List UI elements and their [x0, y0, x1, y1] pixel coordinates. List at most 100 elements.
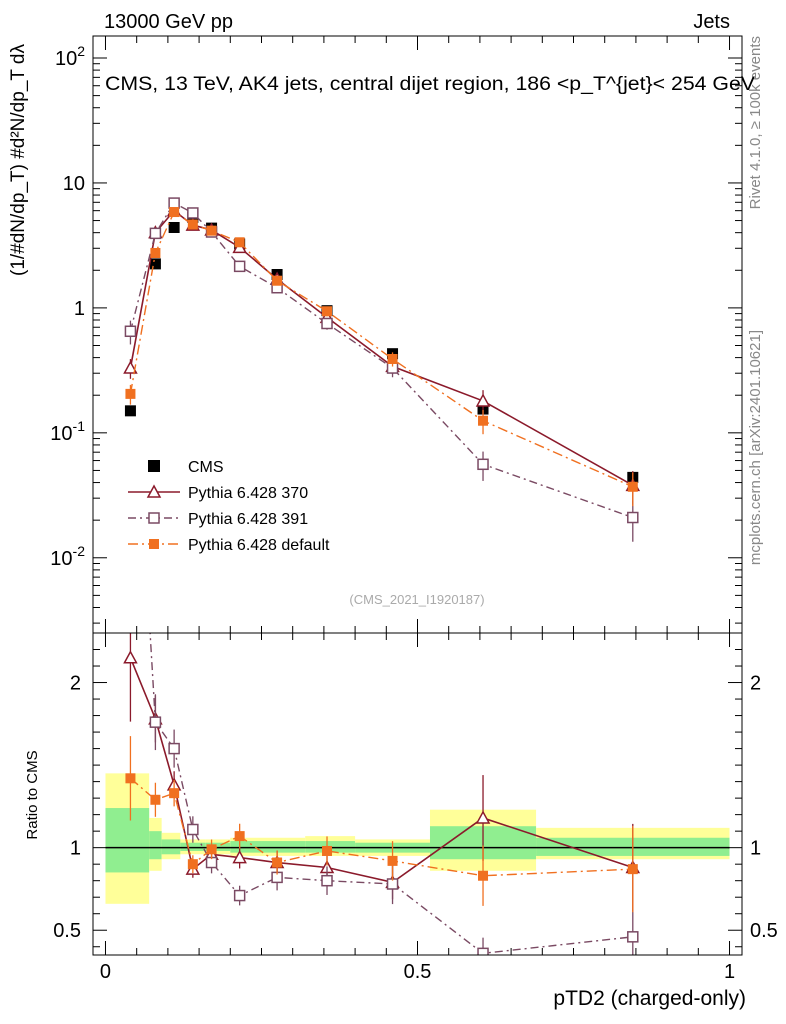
ratio-point — [232, 850, 247, 864]
data-point — [322, 306, 333, 317]
ratio-line — [129, 777, 633, 877]
ratio-tick-label-right: 2 — [750, 673, 761, 695]
series-pythia-6-428-default — [125, 207, 638, 507]
ratio-plot-panel: 0.5 0.5 1 1 2 2 0 0.5 1 — [53, 298, 778, 983]
data-point — [475, 393, 491, 407]
ratio-point — [322, 845, 333, 856]
ratio-tick-label-right: 1 — [750, 838, 761, 860]
ratio-point — [627, 931, 639, 943]
data-point — [272, 275, 283, 286]
stat-uncertainty-band — [230, 841, 262, 853]
ratio-tick-label-left: 1 — [70, 838, 81, 860]
x-tick-label: 0 — [100, 961, 111, 983]
x-axis-label: pTD2 (charged-only) — [553, 987, 746, 1010]
data-point — [150, 247, 161, 258]
main-plot-panel: 10-2 10-1 1 10 102 — [50, 35, 743, 634]
y-tick-label: 10-1 — [50, 418, 85, 445]
ratio-series-pythia-6-428-370 — [123, 633, 641, 912]
data-point — [206, 225, 217, 236]
data-point — [123, 360, 138, 374]
legend-marker — [148, 460, 160, 472]
data-point — [477, 458, 489, 471]
ratio-axis-label: Ratio to CMS — [24, 750, 41, 839]
rivet-version-label: Rivet 4.1.0, ≥ 100k events — [747, 36, 764, 209]
y-tick-exponent: -1 — [73, 418, 86, 434]
legend-entry: Pythia 6.428 370 — [128, 484, 308, 502]
ratio-point — [125, 773, 136, 784]
legend-entry: Pythia 6.428 default — [128, 537, 330, 554]
mcplots-source-label: mcplots.cern.ch [arXiv:2401.10621] — [747, 330, 764, 565]
y-tick-exponent: -2 — [73, 543, 86, 559]
stat-uncertainty-band — [261, 841, 306, 853]
data-point — [149, 258, 161, 270]
ratio-point — [387, 855, 398, 866]
ratio-point — [234, 831, 245, 842]
data-point — [234, 237, 245, 248]
data-point — [169, 207, 180, 218]
data-point — [149, 227, 162, 240]
ratio-point — [321, 874, 333, 887]
header-energy-label: 13000 GeV pp — [104, 11, 233, 33]
legend-entry: CMS — [148, 459, 224, 476]
ratio-point — [168, 742, 180, 755]
ratio-point — [123, 650, 138, 664]
legend-label: Pythia 6.428 default — [188, 537, 330, 554]
ratio-point — [272, 857, 283, 868]
data-point — [233, 260, 246, 273]
legend-marker — [148, 512, 160, 524]
ratio-point — [149, 716, 162, 728]
series-line — [129, 209, 634, 487]
stat-uncertainty-band — [180, 842, 206, 851]
chart-title: CMS, 13 TeV, AK4 jets, central dijet reg… — [105, 74, 755, 95]
ratio-point — [187, 823, 199, 836]
ratio-tick-label-right: 0.5 — [750, 920, 778, 942]
data-point — [168, 197, 180, 209]
ratio-point — [187, 859, 198, 870]
data-point — [187, 207, 199, 219]
ratio-tick-label-left: 2 — [70, 673, 81, 695]
stat-uncertainty-band — [205, 842, 231, 851]
x-tick-label: 0.5 — [404, 961, 432, 983]
stat-uncertainty-band — [105, 808, 150, 873]
y-axis-label: (1/#dN/dp_T) #d²N/dp_T dλ — [8, 44, 29, 276]
ratio-point — [478, 870, 489, 881]
y-tick-label: 10 — [63, 173, 85, 195]
legend: CMS Pythia 6.428 370 Pythia 6.428 391 Pythi… — [128, 459, 330, 554]
ratio-point — [169, 788, 180, 799]
ratio-point — [150, 794, 161, 805]
legend-entry: Pythia 6.428 391 — [128, 511, 308, 528]
data-point — [124, 405, 136, 417]
ratio-plot-frame — [92, 632, 743, 956]
data-point — [125, 388, 136, 399]
ratio-point — [475, 810, 491, 824]
data-point — [627, 481, 638, 492]
data-point — [627, 511, 639, 524]
ratio-series-pythia-6-428-default — [125, 736, 638, 913]
ratio-tick-label-left: 0.5 — [53, 920, 81, 942]
legend-marker — [149, 539, 159, 549]
x-tick-label: 1 — [724, 961, 735, 983]
y-tick-exponent: 2 — [77, 43, 85, 59]
data-point — [124, 325, 137, 338]
data-point — [478, 415, 489, 426]
data-point — [168, 221, 180, 233]
analysis-watermark: (CMS_2021_I1920187) — [349, 592, 484, 607]
ratio-point — [477, 947, 489, 955]
y-tick-label: 1 — [74, 298, 85, 320]
data-point — [387, 353, 398, 364]
ratio-series-pythia-6-428-391 — [125, 298, 639, 955]
y-tick-label: 10-2 — [50, 543, 85, 570]
legend-label: Pythia 6.428 391 — [188, 511, 308, 528]
series-line — [129, 211, 634, 488]
data-point — [321, 317, 333, 330]
header-jets-label: Jets — [693, 11, 730, 33]
y-tick-label: 102 — [55, 43, 85, 70]
legend-marker — [146, 484, 162, 498]
legend-label: CMS — [188, 459, 224, 476]
ratio-point — [206, 844, 217, 855]
series-pythia-6-428-391 — [124, 197, 639, 542]
legend-label: Pythia 6.428 370 — [188, 485, 308, 502]
ratio-point — [125, 298, 135, 308]
series-cms — [124, 211, 639, 483]
